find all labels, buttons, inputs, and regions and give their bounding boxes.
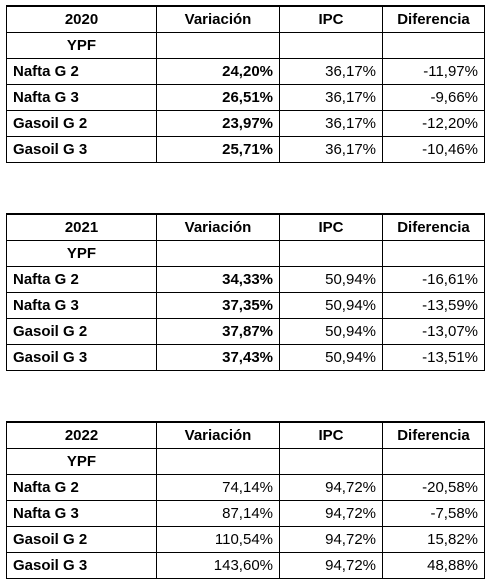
product-cell: Gasoil G 2	[6, 525, 157, 553]
empty-cell	[279, 447, 383, 475]
variacion-cell: 25,71%	[156, 135, 280, 163]
variacion-cell: 37,87%	[156, 317, 280, 345]
ipc-cell: 36,17%	[279, 57, 383, 85]
diferencia-cell: 15,82%	[382, 525, 485, 553]
ipc-header: IPC	[279, 421, 383, 449]
empty-cell	[279, 239, 383, 267]
empty-cell	[156, 447, 280, 475]
brand-cell: YPF	[6, 447, 157, 475]
diferencia-cell: -13,59%	[382, 291, 485, 319]
product-cell: Gasoil G 3	[6, 343, 157, 371]
diferencia-cell: -20,58%	[382, 473, 485, 501]
ipc-cell: 94,72%	[279, 525, 383, 553]
variacion-cell: 143,60%	[156, 551, 280, 579]
empty-cell	[279, 31, 383, 59]
product-cell: Gasoil G 3	[6, 551, 157, 579]
table-2022: 2022 Variación IPC Diferencia YPF Nafta …	[6, 421, 485, 579]
product-cell: Nafta G 2	[6, 57, 157, 85]
header-row: 2020 Variación IPC Diferencia	[6, 5, 485, 33]
table-row: Gasoil G 3 143,60% 94,72% 48,88%	[6, 551, 485, 579]
brand-row: YPF	[6, 31, 485, 59]
ipc-header: IPC	[279, 213, 383, 241]
ipc-cell: 36,17%	[279, 109, 383, 137]
product-cell: Nafta G 3	[6, 83, 157, 111]
ipc-cell: 36,17%	[279, 135, 383, 163]
product-cell: Gasoil G 2	[6, 317, 157, 345]
product-cell: Nafta G 2	[6, 265, 157, 293]
table-row: Nafta G 2 34,33% 50,94% -16,61%	[6, 265, 485, 293]
empty-cell	[382, 447, 485, 475]
empty-cell	[156, 31, 280, 59]
variacion-header: Variación	[156, 421, 280, 449]
diferencia-cell: -9,66%	[382, 83, 485, 111]
ipc-cell: 50,94%	[279, 291, 383, 319]
variacion-cell: 37,35%	[156, 291, 280, 319]
diferencia-header: Diferencia	[382, 421, 485, 449]
table-row: Gasoil G 3 37,43% 50,94% -13,51%	[6, 343, 485, 371]
ipc-cell: 36,17%	[279, 83, 383, 111]
diferencia-cell: -12,20%	[382, 109, 485, 137]
variacion-cell: 87,14%	[156, 499, 280, 527]
variacion-cell: 34,33%	[156, 265, 280, 293]
variacion-cell: 23,97%	[156, 109, 280, 137]
table-row: Nafta G 3 26,51% 36,17% -9,66%	[6, 83, 485, 111]
table-row: Gasoil G 2 37,87% 50,94% -13,07%	[6, 317, 485, 345]
variacion-cell: 37,43%	[156, 343, 280, 371]
variacion-header: Variación	[156, 5, 280, 33]
empty-cell	[382, 31, 485, 59]
ipc-header: IPC	[279, 5, 383, 33]
variacion-header: Variación	[156, 213, 280, 241]
ipc-cell: 94,72%	[279, 551, 383, 579]
header-row: 2022 Variación IPC Diferencia	[6, 421, 485, 449]
table-2020: 2020 Variación IPC Diferencia YPF Nafta …	[6, 5, 485, 163]
table-row: Nafta G 2 74,14% 94,72% -20,58%	[6, 473, 485, 501]
product-cell: Nafta G 3	[6, 499, 157, 527]
variacion-cell: 110,54%	[156, 525, 280, 553]
ipc-cell: 50,94%	[279, 343, 383, 371]
diferencia-cell: -13,51%	[382, 343, 485, 371]
product-cell: Nafta G 3	[6, 291, 157, 319]
diferencia-cell: 48,88%	[382, 551, 485, 579]
table-row: Nafta G 2 24,20% 36,17% -11,97%	[6, 57, 485, 85]
brand-cell: YPF	[6, 239, 157, 267]
table-row: Nafta G 3 37,35% 50,94% -13,59%	[6, 291, 485, 319]
brand-cell: YPF	[6, 31, 157, 59]
variacion-cell: 26,51%	[156, 83, 280, 111]
ipc-cell: 94,72%	[279, 473, 383, 501]
product-cell: Nafta G 2	[6, 473, 157, 501]
diferencia-cell: -11,97%	[382, 57, 485, 85]
ipc-cell: 94,72%	[279, 499, 383, 527]
empty-cell	[382, 239, 485, 267]
empty-cell	[156, 239, 280, 267]
product-cell: Gasoil G 2	[6, 109, 157, 137]
year-cell: 2022	[6, 421, 157, 449]
ipc-cell: 50,94%	[279, 265, 383, 293]
table-row: Nafta G 3 87,14% 94,72% -7,58%	[6, 499, 485, 527]
table-row: Gasoil G 2 23,97% 36,17% -12,20%	[6, 109, 485, 137]
year-cell: 2020	[6, 5, 157, 33]
diferencia-cell: -13,07%	[382, 317, 485, 345]
brand-row: YPF	[6, 447, 485, 475]
variacion-cell: 24,20%	[156, 57, 280, 85]
diferencia-header: Diferencia	[382, 5, 485, 33]
diferencia-cell: -16,61%	[382, 265, 485, 293]
diferencia-cell: -10,46%	[382, 135, 485, 163]
table-row: Gasoil G 2 110,54% 94,72% 15,82%	[6, 525, 485, 553]
year-cell: 2021	[6, 213, 157, 241]
header-row: 2021 Variación IPC Diferencia	[6, 213, 485, 241]
diferencia-header: Diferencia	[382, 213, 485, 241]
variacion-cell: 74,14%	[156, 473, 280, 501]
table-row: Gasoil G 3 25,71% 36,17% -10,46%	[6, 135, 485, 163]
diferencia-cell: -7,58%	[382, 499, 485, 527]
brand-row: YPF	[6, 239, 485, 267]
product-cell: Gasoil G 3	[6, 135, 157, 163]
ipc-cell: 50,94%	[279, 317, 383, 345]
table-2021: 2021 Variación IPC Diferencia YPF Nafta …	[6, 213, 485, 371]
